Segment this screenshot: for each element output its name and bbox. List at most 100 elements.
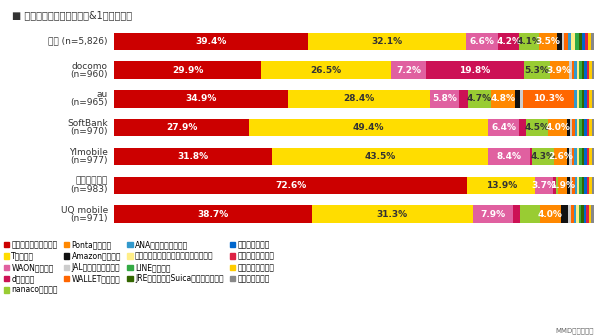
Bar [579,61,582,79]
Bar [114,90,289,108]
Bar [530,148,532,165]
Bar [591,33,594,50]
Bar [114,148,272,165]
Legend: 楽天スーパーポイント, Tポイント, WAONポイント, dポイント, nanacoポイント, Pontaポイント, Amazonポイント, JALマイレージバ: 楽天スーパーポイント, Tポイント, WAONポイント, dポイント, nana… [4,240,274,295]
Text: 49.4%: 49.4% [353,123,385,132]
Bar [565,33,568,50]
Bar [581,90,584,108]
Bar [556,177,558,194]
Bar [272,148,488,165]
Text: (n=960): (n=960) [71,70,108,79]
Bar [114,205,312,223]
Text: 43.5%: 43.5% [364,152,396,161]
Text: MMD研究所調べ: MMD研究所調べ [556,328,594,334]
Text: 楽天モバイル: 楽天モバイル [76,177,108,186]
Text: 4.3%: 4.3% [530,152,556,161]
Bar [557,33,562,50]
Text: 4.0%: 4.0% [538,210,563,219]
Bar [523,90,574,108]
Bar [459,90,467,108]
Bar [430,90,459,108]
Bar [114,61,261,79]
Text: (n=965): (n=965) [71,98,108,108]
Bar [582,33,585,50]
Text: 72.6%: 72.6% [275,181,307,190]
Bar [589,177,592,194]
Bar [539,33,557,50]
Text: 4.2%: 4.2% [496,37,521,46]
Bar [567,177,569,194]
Bar [592,90,594,108]
Bar [592,177,594,194]
Bar [488,119,520,136]
Text: 29.9%: 29.9% [172,66,203,75]
Bar [589,90,592,108]
Bar [592,61,594,79]
Bar [589,61,592,79]
Bar [488,148,530,165]
Bar [587,90,589,108]
Bar [499,33,519,50]
Bar [586,205,589,223]
Bar [576,205,578,223]
Bar [592,205,594,223]
Text: 2.6%: 2.6% [548,152,572,161]
Text: 4.0%: 4.0% [545,123,570,132]
Bar [261,61,391,79]
Text: 3.5%: 3.5% [536,37,560,46]
Text: 6.6%: 6.6% [470,37,494,46]
Bar [289,90,430,108]
Bar [520,119,526,136]
Text: SoftBank: SoftBank [67,119,108,128]
Text: (n=977): (n=977) [71,156,108,165]
Text: 32.1%: 32.1% [371,37,403,46]
Bar [566,148,569,165]
Bar [574,61,577,79]
Bar [577,61,579,79]
Text: (n=983): (n=983) [71,185,108,194]
Text: 4.1%: 4.1% [517,37,542,46]
Bar [589,205,592,223]
Bar [558,177,567,194]
Bar [581,148,584,165]
Bar [584,205,586,223]
Bar [589,148,592,165]
Bar [584,61,587,79]
Bar [579,33,582,50]
Bar [427,61,524,79]
Bar [584,90,587,108]
Bar [580,119,582,136]
Bar [491,90,515,108]
Bar [562,33,565,50]
Bar [575,119,577,136]
Bar [532,148,554,165]
Text: au: au [97,90,108,99]
Bar [520,205,540,223]
Bar [520,90,523,108]
Bar [561,205,568,223]
Text: 31.3%: 31.3% [377,210,408,219]
Text: (n=970): (n=970) [71,127,108,136]
Bar [582,61,584,79]
Bar [574,148,577,165]
Bar [571,205,574,223]
Text: 5.8%: 5.8% [432,94,457,103]
Bar [540,205,561,223]
Text: 13.9%: 13.9% [485,181,517,190]
Bar [568,119,570,136]
Bar [519,33,539,50]
Text: 4.8%: 4.8% [491,94,515,103]
Bar [554,148,566,165]
Bar [473,205,513,223]
Text: docomo: docomo [72,61,108,71]
Bar [584,119,587,136]
Bar [575,177,577,194]
Text: 5.3%: 5.3% [524,66,549,75]
Bar [572,119,575,136]
Bar [587,177,589,194]
Bar [569,148,572,165]
Bar [467,177,535,194]
Bar [581,205,584,223]
Bar [577,119,580,136]
Bar [570,119,572,136]
